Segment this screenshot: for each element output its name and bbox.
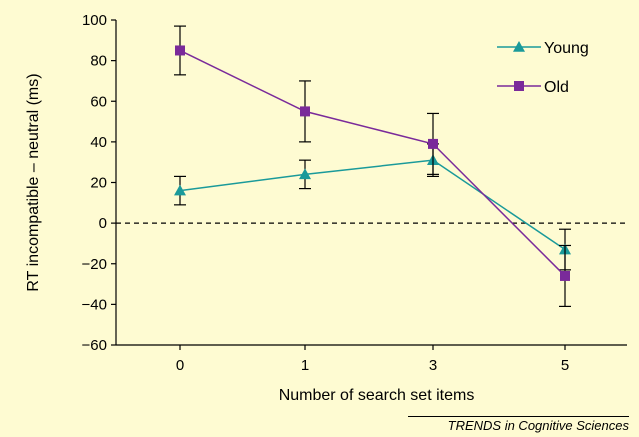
x-tick-label: 1 — [301, 357, 309, 374]
y-axis-label: RT incompatible – neutral (ms) — [25, 73, 42, 291]
figure-credit: TRENDS in Cognitive Sciences — [447, 418, 629, 433]
x-tick-label: 5 — [561, 357, 569, 374]
young-point — [174, 184, 186, 196]
y-tick-label: 40 — [90, 134, 107, 151]
y-tick-label: 80 — [90, 53, 107, 70]
old-point — [175, 45, 185, 56]
young-point — [299, 168, 311, 180]
y-tick-label: 0 — [99, 215, 107, 232]
legend-old-label: Old — [544, 79, 569, 96]
legend-old-marker — [514, 81, 524, 91]
old-point — [428, 138, 438, 149]
x-tick-label: 3 — [429, 357, 437, 374]
old-point — [560, 270, 570, 281]
old-point — [300, 106, 310, 117]
credit-rule — [408, 416, 629, 417]
young-series-line — [179, 159, 566, 251]
x-tick-label: 0 — [176, 357, 184, 374]
y-tick-label: 60 — [90, 93, 107, 110]
x-axis-label: Number of search set items — [279, 387, 475, 404]
y-tick-label: 100 — [82, 12, 107, 29]
old-series-line — [179, 49, 566, 277]
y-tick-label: −40 — [82, 296, 107, 313]
y-tick-label: 20 — [90, 175, 107, 192]
legend-young-label: Young — [544, 40, 589, 57]
y-tick-label: −20 — [82, 256, 107, 273]
legend-young-marker — [513, 41, 525, 52]
y-tick-label: −60 — [82, 337, 107, 354]
